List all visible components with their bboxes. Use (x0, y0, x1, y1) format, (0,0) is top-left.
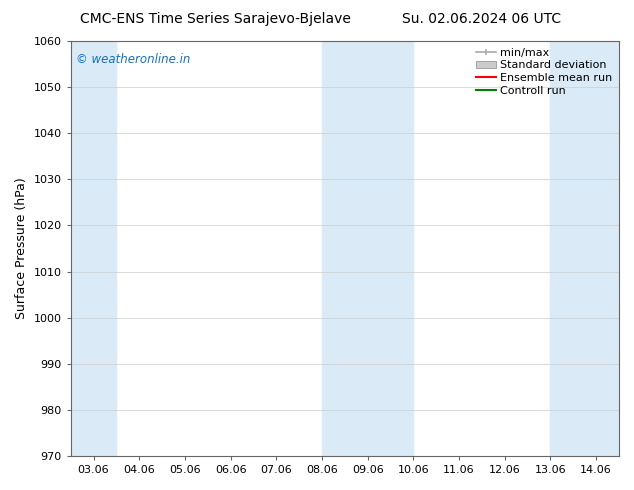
Bar (71, 41, 117, 456)
Text: CMC-ENS Time Series Sarajevo-Bjelave: CMC-ENS Time Series Sarajevo-Bjelave (80, 12, 351, 26)
Text: © weatheronline.in: © weatheronline.in (76, 53, 191, 67)
Bar (322, 41, 413, 456)
Bar (550, 41, 619, 456)
Text: Su. 02.06.2024 06 UTC: Su. 02.06.2024 06 UTC (403, 12, 561, 26)
Legend: min/max, Standard deviation, Ensemble mean run, Controll run: min/max, Standard deviation, Ensemble me… (472, 45, 616, 99)
Y-axis label: Surface Pressure (hPa): Surface Pressure (hPa) (15, 178, 28, 319)
